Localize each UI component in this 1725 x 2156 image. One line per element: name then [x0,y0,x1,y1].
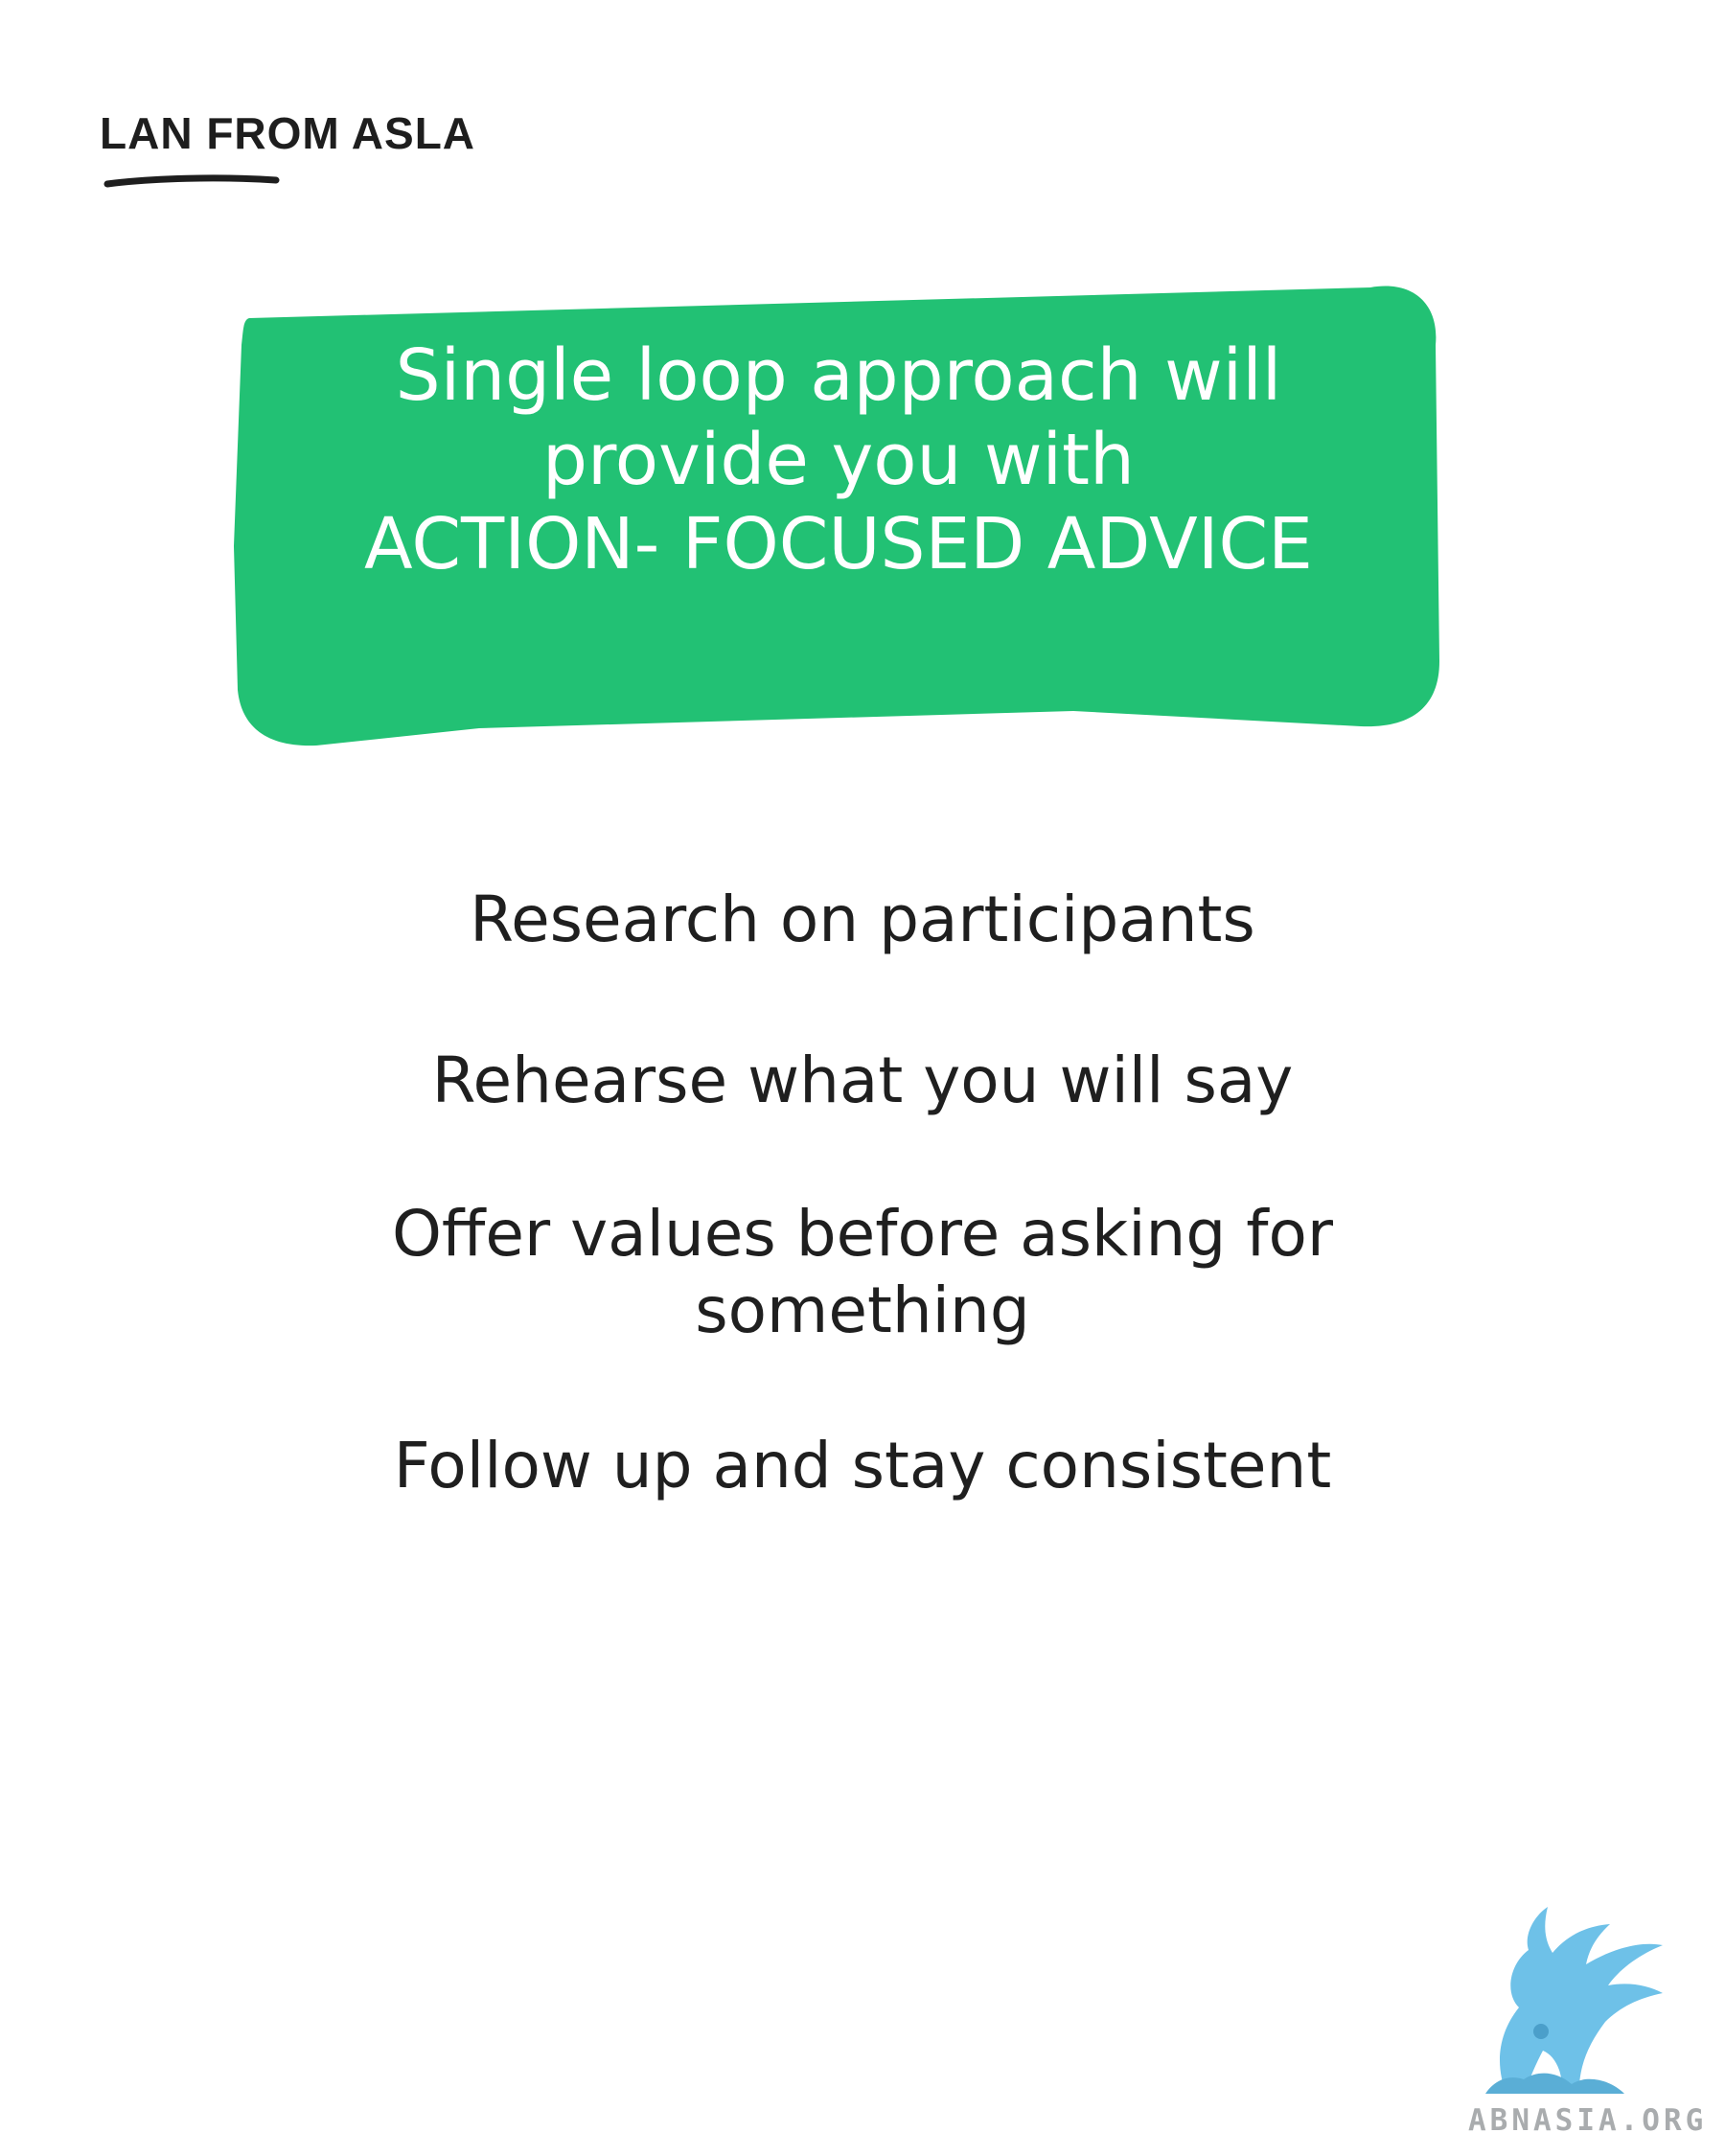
logo-text: ABNASIA.ORG [1468,2103,1708,2138]
hero-line-3: ACTION- FOCUSED ADVICE [364,503,1313,585]
tip-offer-values-cont: something [695,1273,1030,1347]
hero-line-2: provide you with [542,419,1135,501]
tip-follow-up: Follow up and stay consistent [393,1429,1332,1502]
hero-callout: Single loop approach will provide you wi… [230,278,1447,757]
hero-text: Single loop approach will provide you wi… [249,333,1428,586]
winged-griffin-icon [1485,1907,1663,2094]
logo: ABNASIA.ORG [1466,1897,1725,2156]
brand-title: LAN FROM ASLA [100,108,476,158]
hero-line-1: Single loop approach will [395,334,1282,417]
tip-offer-values: Offer values before asking for [391,1197,1333,1271]
brand-underline [104,174,280,188]
tip-rehearse: Rehearse what you will say [431,1044,1294,1117]
tip-research: Research on participants [470,883,1255,956]
hero-background [234,286,1439,746]
